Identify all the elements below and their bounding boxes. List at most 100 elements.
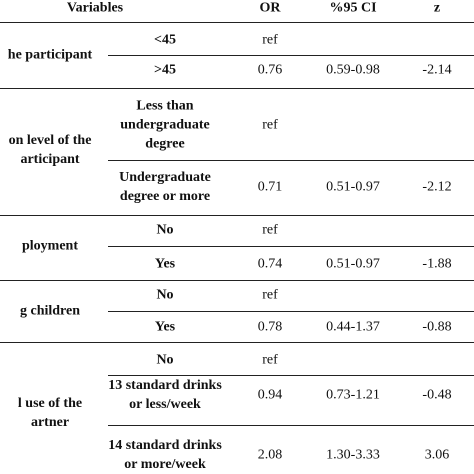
level-label: 13 standard drinks or less/week xyxy=(108,376,222,414)
or-value-line: 0.78 xyxy=(257,319,283,335)
ci-value: 0.51-0.97 xyxy=(326,178,380,197)
ci-value-line: 0.59-0.98 xyxy=(326,62,380,78)
or-value: 0.78 xyxy=(258,318,283,337)
or-value-line: ref xyxy=(262,287,278,303)
level-label-line: No xyxy=(156,222,174,238)
z-value-line: 3.06 xyxy=(424,447,450,463)
z-value-line: -1.88 xyxy=(422,256,452,272)
or-value: 0.71 xyxy=(258,178,283,197)
level-label: Yes xyxy=(155,255,175,274)
level-label: No xyxy=(156,221,173,240)
or-value: ref xyxy=(262,221,278,240)
ci-value: 0.73-1.21 xyxy=(326,386,380,405)
level-label-line: Undergraduate xyxy=(119,170,211,185)
level-label: >45 xyxy=(154,61,176,80)
level-label-line: or more/week xyxy=(124,457,206,472)
level-label: No xyxy=(156,351,173,370)
rule xyxy=(0,88,474,89)
group-label-line: ployment xyxy=(22,238,78,254)
level-label-line: Less than xyxy=(136,98,194,114)
level-label-line: >45 xyxy=(154,62,176,78)
ci-value-line: 0.73-1.21 xyxy=(326,387,380,403)
rule xyxy=(108,375,474,376)
column-header: OR xyxy=(260,0,281,18)
column-header: Variables xyxy=(67,0,123,18)
level-label: Undergraduate degree or more xyxy=(119,168,211,206)
or-value-line: 0.76 xyxy=(257,62,283,78)
or-value: ref xyxy=(262,31,278,50)
group-label-line: articipant xyxy=(20,152,80,167)
group-label: g children xyxy=(20,302,80,321)
rule xyxy=(108,55,474,56)
rule xyxy=(0,342,474,343)
ci-value: 0.44-1.37 xyxy=(326,318,380,337)
or-value: 2.08 xyxy=(258,446,283,465)
z-value: -2.12 xyxy=(422,178,451,197)
z-value-line: -0.48 xyxy=(422,387,452,403)
ci-value: 1.30-3.33 xyxy=(326,446,380,465)
level-label: No xyxy=(156,286,173,305)
rule xyxy=(0,280,474,281)
group-label: he participant xyxy=(8,46,92,65)
or-value-line: ref xyxy=(262,32,278,48)
group-label: ployment xyxy=(22,237,78,256)
rule xyxy=(108,246,474,247)
group-label-line: g children xyxy=(19,303,81,319)
z-value-line: -2.14 xyxy=(422,62,452,78)
ci-value-line: 1.30-3.33 xyxy=(326,447,380,463)
level-label-line: 14 standard drinks xyxy=(108,438,222,453)
level-label-line: degree or more xyxy=(119,189,211,204)
or-value-line: ref xyxy=(262,117,278,133)
or-value: ref xyxy=(262,116,278,135)
column-header: %95 CI xyxy=(329,0,376,18)
group-label-line: he participant xyxy=(7,47,93,63)
ci-value-line: 0.51-0.97 xyxy=(326,179,380,195)
or-value-line: 0.94 xyxy=(257,387,283,403)
group-label: l use of the artner xyxy=(18,394,82,432)
level-label-line: undergraduate xyxy=(120,117,210,133)
or-value-line: 2.08 xyxy=(257,447,283,463)
z-value: -0.88 xyxy=(422,318,451,337)
level-label-line: No xyxy=(156,352,174,368)
level-label: Yes xyxy=(155,318,175,337)
rule xyxy=(108,425,474,426)
level-label-line: or less/week xyxy=(129,397,201,412)
z-value: -1.88 xyxy=(422,255,451,274)
column-header-line: z xyxy=(433,0,441,16)
or-value-line: ref xyxy=(262,222,278,238)
column-header-line: Variables xyxy=(66,0,124,16)
level-label-line: No xyxy=(156,287,174,303)
or-value: ref xyxy=(262,351,278,370)
group-label-line: l use of the xyxy=(17,396,83,411)
rule xyxy=(0,215,474,216)
level-label: <45 xyxy=(154,31,176,50)
level-label-line: <45 xyxy=(154,32,176,48)
z-value: -2.14 xyxy=(422,61,451,80)
or-value: 0.74 xyxy=(258,255,283,274)
level-label: Less than undergraduate degree xyxy=(120,97,209,154)
rule xyxy=(108,160,474,161)
level-label-line: Yes xyxy=(154,256,176,272)
or-value-line: 0.71 xyxy=(257,179,283,195)
ci-value-line: 0.51-0.97 xyxy=(326,256,380,272)
column-header-line: %95 CI xyxy=(329,0,377,16)
z-value: 3.06 xyxy=(425,446,450,465)
or-value: ref xyxy=(262,286,278,305)
level-label: 14 standard drinks or more/week xyxy=(108,436,222,474)
group-label: on level of the articipant xyxy=(9,131,92,169)
or-value-line: ref xyxy=(262,352,278,368)
z-value-line: -0.88 xyxy=(422,319,452,335)
z-value: -0.48 xyxy=(422,386,451,405)
z-value-line: -2.12 xyxy=(422,179,452,195)
group-label-line: artner xyxy=(30,415,70,430)
or-value-line: 0.74 xyxy=(257,256,283,272)
ci-value: 0.51-0.97 xyxy=(326,255,380,274)
ci-value: 0.59-0.98 xyxy=(326,61,380,80)
rule xyxy=(0,22,474,23)
or-value: 0.76 xyxy=(258,61,283,80)
group-label-line: on level of the xyxy=(8,133,92,148)
column-header-line: OR xyxy=(259,0,281,16)
rule xyxy=(108,311,474,312)
level-label-line: 13 standard drinks xyxy=(108,378,222,393)
